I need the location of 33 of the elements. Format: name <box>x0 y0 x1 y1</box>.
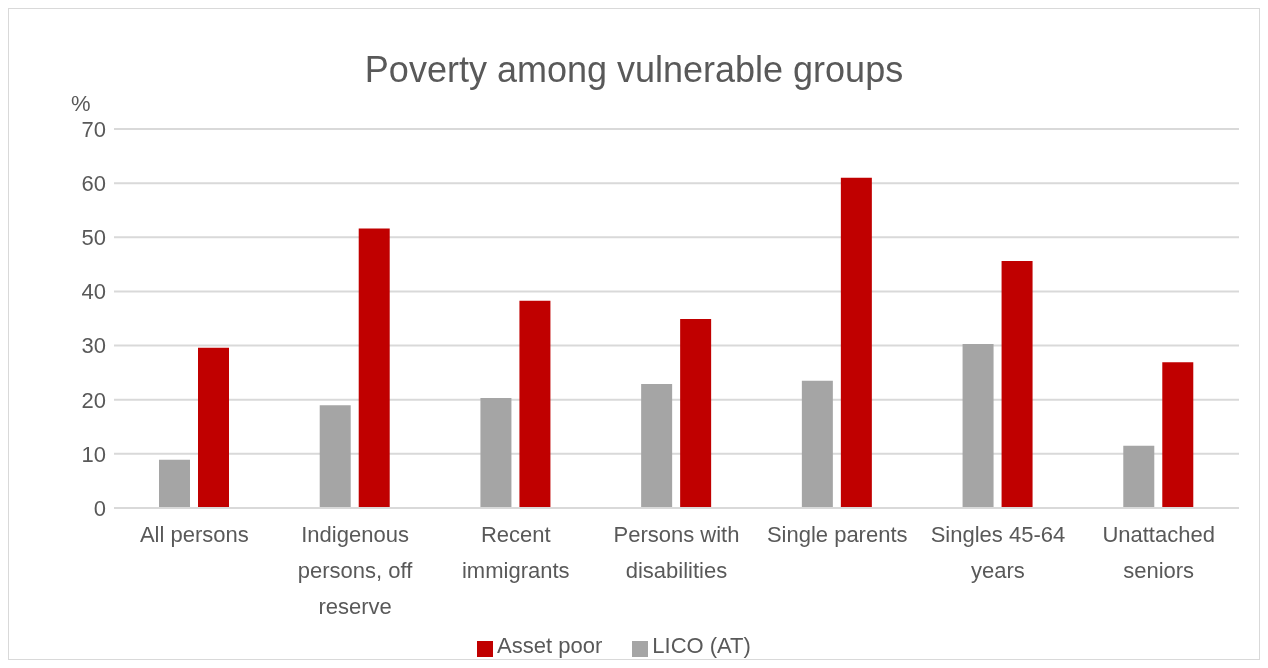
bar <box>680 319 712 508</box>
legend-label: Asset poor <box>497 633 603 658</box>
x-tick-label: Unattached seniors <box>1102 522 1215 583</box>
y-tick-label: 70 <box>81 116 106 142</box>
x-tick-label: Singles 45-64 years <box>930 522 1066 583</box>
bar <box>801 380 833 508</box>
bar <box>840 177 872 508</box>
bar <box>159 459 190 508</box>
bar <box>358 228 390 508</box>
chart-title: Poverty among vulnerable groups <box>363 49 905 91</box>
bar <box>962 343 994 508</box>
bar <box>1001 261 1033 508</box>
bar <box>319 405 351 508</box>
legend-label: LICO (AT) <box>652 633 751 658</box>
y-tick-label: 0 <box>93 495 106 521</box>
y-tick-label: 10 <box>81 441 106 467</box>
x-tick-label: Single parents <box>766 522 908 547</box>
bar <box>519 300 551 508</box>
x-tick-label: Indigenous persons, off reserve <box>297 522 414 619</box>
bar <box>641 384 673 508</box>
y-axis-title: % <box>71 91 91 117</box>
bar <box>1162 362 1194 508</box>
y-tick-label: 30 <box>81 333 106 359</box>
y-tick-label: 60 <box>81 170 106 196</box>
x-tick-label: Recent immigrants <box>462 522 570 583</box>
y-tick-label: 40 <box>81 279 106 305</box>
bar <box>198 347 229 508</box>
bar <box>480 398 512 508</box>
y-tick-label: 50 <box>81 225 106 251</box>
y-tick-label: 20 <box>81 387 106 413</box>
bar <box>1123 445 1155 508</box>
x-tick-label: Persons with disabilities <box>613 522 740 583</box>
x-tick-label: All persons <box>139 522 249 547</box>
